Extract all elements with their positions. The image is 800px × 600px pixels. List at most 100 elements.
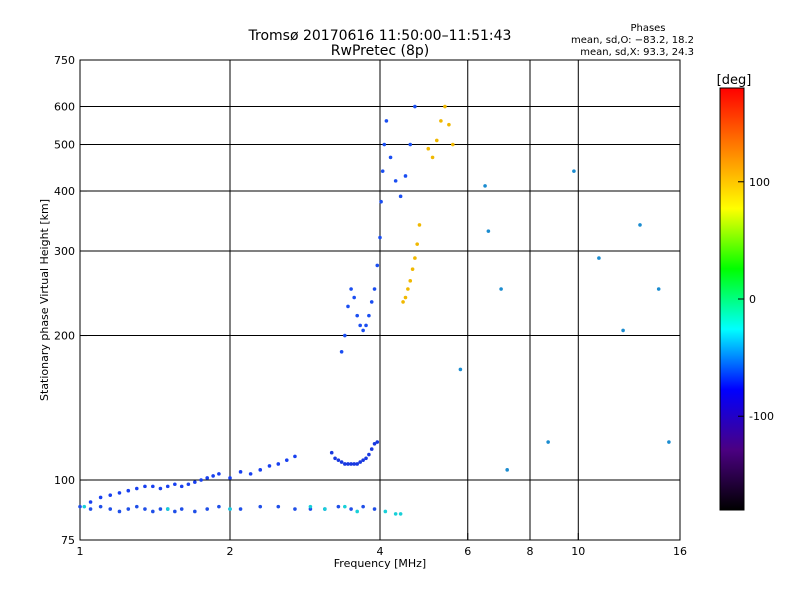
data-point — [434, 138, 439, 143]
y-tick-label: 750 — [54, 54, 75, 67]
data-point — [369, 300, 374, 304]
data-point — [361, 328, 365, 333]
data-point — [382, 142, 387, 147]
data-point — [388, 155, 393, 160]
y-tick-label: 500 — [54, 139, 75, 152]
data-point — [323, 507, 327, 511]
legend-line-x: mean, sd,X: 93.3, 24.3 — [580, 47, 694, 58]
data-point — [238, 507, 243, 511]
series-e-region-ramp — [88, 454, 297, 504]
data-point — [369, 447, 374, 451]
data-point — [379, 199, 383, 204]
data-point — [238, 470, 243, 474]
data-point — [398, 194, 403, 199]
chart-subtitle: RwPretec (8p) — [331, 43, 429, 59]
data-point — [179, 507, 184, 511]
data-point — [375, 440, 380, 444]
y-tick-label: 300 — [54, 245, 75, 258]
data-point — [211, 474, 215, 478]
data-point — [398, 512, 403, 516]
data-point — [98, 495, 103, 500]
series-sparse-points — [458, 169, 671, 472]
data-point — [258, 504, 263, 509]
colorbar-tick-label: -100 — [749, 410, 774, 423]
data-point — [339, 349, 344, 354]
data-point — [367, 452, 371, 457]
data-point — [308, 504, 313, 509]
data-point — [248, 472, 253, 476]
data-point — [293, 507, 297, 511]
data-point — [486, 229, 491, 233]
data-point — [108, 507, 113, 511]
chart-title: Tromsø 20170616 11:50:00–11:51:43 — [248, 28, 512, 44]
gridlines — [80, 60, 680, 540]
data-point — [158, 507, 163, 511]
data-point — [361, 504, 365, 509]
x-tick-label: 4 — [377, 545, 384, 558]
data-point — [88, 500, 93, 504]
series-e-region-layer-3-5-mhz — [329, 440, 380, 466]
x-tick-label: 2 — [227, 545, 234, 558]
data-point — [352, 462, 356, 466]
data-point — [483, 184, 487, 188]
data-point — [126, 488, 131, 493]
data-point — [393, 179, 398, 183]
data-point — [439, 119, 443, 123]
legend-title: Phases — [630, 23, 665, 34]
data-point — [158, 486, 163, 491]
data-point — [410, 267, 415, 271]
data-point — [228, 507, 232, 511]
data-point — [205, 476, 209, 480]
data-point — [82, 504, 87, 509]
data-point — [165, 484, 170, 489]
data-point — [346, 304, 350, 309]
y-tick-label: 75 — [61, 534, 75, 547]
series-e-region-low-band — [78, 504, 377, 514]
data-point — [638, 223, 642, 227]
data-point — [284, 458, 289, 462]
axis-ticks: 1 2 4 6 8 10 16 75 100 200 300 400 500 600 750 — [54, 54, 687, 558]
data-point — [276, 462, 281, 466]
y-tick-label: 600 — [54, 101, 75, 114]
data-point — [329, 450, 334, 455]
data-point — [165, 507, 170, 511]
data-point — [205, 507, 209, 511]
x-tick-label: 6 — [464, 545, 471, 558]
data-point — [173, 509, 177, 514]
data-point — [173, 482, 177, 487]
data-point — [276, 504, 281, 509]
series-f-region-o-trace — [339, 104, 417, 354]
data-point — [408, 279, 413, 283]
data-point — [426, 146, 431, 151]
data-point — [98, 504, 103, 509]
x-axis-label: Frequency [MHz] — [334, 557, 426, 570]
data-point — [267, 464, 272, 468]
data-point — [656, 287, 661, 291]
data-point — [367, 313, 371, 318]
data-points — [78, 104, 671, 516]
series-f-region-x-trace — [401, 104, 455, 304]
data-point — [293, 454, 297, 459]
data-point — [572, 169, 576, 173]
data-point — [375, 263, 380, 268]
data-point — [415, 242, 419, 246]
data-point — [343, 333, 347, 338]
x-tick-label: 8 — [527, 545, 534, 558]
data-point — [383, 509, 388, 514]
x-tick-label: 1 — [77, 545, 84, 558]
data-point — [372, 441, 377, 446]
data-point — [151, 509, 155, 514]
data-point — [349, 462, 353, 466]
data-point — [358, 323, 362, 328]
data-point — [401, 300, 405, 304]
data-point — [393, 512, 398, 516]
data-point — [408, 142, 413, 147]
data-point — [346, 462, 350, 466]
colorbar-tick-label: 0 — [749, 293, 756, 306]
data-point — [228, 476, 232, 480]
data-point — [258, 468, 263, 472]
data-point — [358, 460, 362, 464]
data-point — [384, 119, 389, 123]
data-point — [403, 174, 408, 178]
data-point — [199, 478, 203, 482]
